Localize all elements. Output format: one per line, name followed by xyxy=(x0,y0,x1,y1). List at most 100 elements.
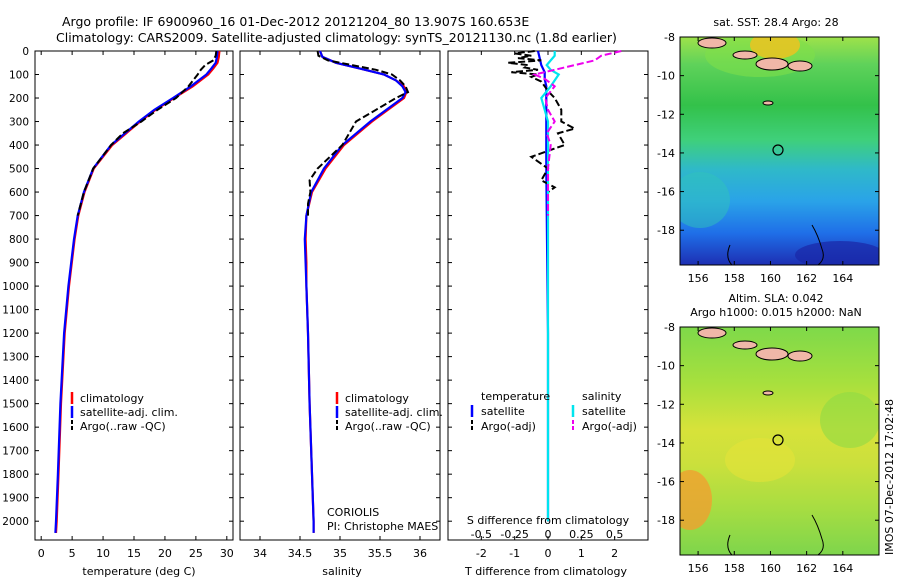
sdiff-tick-label: 0.5 xyxy=(606,528,624,541)
map-x-tick-label: 160 xyxy=(760,562,781,575)
map-x-tick-label: 158 xyxy=(724,272,745,285)
map-x-tick-label: 164 xyxy=(832,272,853,285)
x-tick-label: 5 xyxy=(69,547,76,560)
depth-tick-label: 800 xyxy=(9,234,29,246)
title-line-1: Argo profile: IF 6900960_16 01-Dec-2012 … xyxy=(62,14,529,29)
map-y-tick-label: -14 xyxy=(657,437,675,450)
map-y-tick-label: -8 xyxy=(664,31,675,44)
map-x-tick-label: 156 xyxy=(688,562,709,575)
depth-tick-label: 1100 xyxy=(2,305,29,317)
sdiff-tick-label: -0.25 xyxy=(500,528,528,541)
legend-satellite-adj: satellite-adj. clim. xyxy=(80,406,178,419)
sla-map-title-2: Argo h1000: 0.015 h2000: NaN xyxy=(690,306,862,319)
x-tick-label: 34.5 xyxy=(288,547,313,560)
x-tick-label: 36 xyxy=(413,547,427,560)
map-y-tick-label: -10 xyxy=(657,70,675,83)
legend-argo: Argo(..raw -QC) xyxy=(80,420,166,433)
x-tick-label: -1 xyxy=(509,547,520,560)
legend-climatology: climatology xyxy=(80,392,144,405)
series-line-argo-raw-qc- xyxy=(307,50,410,216)
depth-tick-label: 1300 xyxy=(2,352,29,364)
x-tick-label: -2 xyxy=(476,547,487,560)
depth-tick-label: 0 xyxy=(22,46,29,58)
series-line-temperature-satellite xyxy=(536,50,550,522)
profile-lines xyxy=(54,50,622,533)
legend-salinity-title: salinity xyxy=(582,390,622,403)
map-y-tick-label: -8 xyxy=(664,321,675,334)
legend-sal-argo: Argo(-adj) xyxy=(582,420,637,433)
depth-tick-label: 1400 xyxy=(2,375,29,387)
legend-temp-satellite: satellite xyxy=(481,405,525,418)
depth-tick-label: 400 xyxy=(9,140,29,152)
x-tick-label: 1 xyxy=(578,547,585,560)
x-tick-label: 10 xyxy=(96,547,110,560)
depth-tick-label: 1500 xyxy=(2,399,29,411)
tdiff-xlabel: T difference from climatology xyxy=(464,565,627,578)
title-line-2: Climatology: CARS2009. Satellite-adjuste… xyxy=(56,30,617,45)
depth-tick-label: 200 xyxy=(9,93,29,105)
depth-tick-label: 900 xyxy=(9,258,29,270)
sla-map xyxy=(680,327,879,555)
legend-argo: Argo(..raw -QC) xyxy=(345,420,431,433)
map-frame xyxy=(679,326,880,556)
map-y-tick-label: -14 xyxy=(657,147,675,160)
depth-tick-label: 300 xyxy=(9,117,29,129)
x-tick-label: 20 xyxy=(158,547,172,560)
depth-tick-label: 500 xyxy=(9,164,29,176)
axis-ticks: 0100200300400500600700800900100011001200… xyxy=(2,46,648,560)
sla-map-axes: 156 158 160 162 164 -8 -10 -12 -14 -16 -18 xyxy=(657,321,880,575)
series-line-satellite-adj-clim- xyxy=(54,50,219,533)
x-tick-label: 0 xyxy=(545,547,552,560)
map-y-tick-label: -16 xyxy=(657,186,675,199)
sst-map-axes: 156 158 160 162 164 -8 -10 -12 -14 -16 -18 xyxy=(657,31,880,285)
depth-tick-label: 100 xyxy=(9,70,29,82)
map-x-tick-label: 164 xyxy=(832,562,853,575)
depth-tick-label: 700 xyxy=(9,211,29,223)
map-y-tick-label: -12 xyxy=(657,108,675,121)
x-tick-label: 0 xyxy=(38,547,45,560)
sst-map-title: sat. SST: 28.4 Argo: 28 xyxy=(713,16,838,29)
series-line-satellite-adj-clim- xyxy=(303,50,407,533)
sst-map xyxy=(680,37,879,265)
sdiff-tick-label: 0 xyxy=(545,528,552,541)
depth-tick-label: 2000 xyxy=(2,516,29,528)
depth-tick-label: 1700 xyxy=(2,446,29,458)
sdiff-tick-label: 0.25 xyxy=(569,528,594,541)
temperature-xlabel: temperature (deg C) xyxy=(82,565,195,578)
legend-temperature-title: temperature xyxy=(481,390,550,403)
sdiff-axis-label: S difference from climatology xyxy=(467,514,630,527)
argo-location-marker xyxy=(772,144,784,156)
legend-climatology: climatology xyxy=(345,392,409,405)
depth-tick-label: 600 xyxy=(9,187,29,199)
coriolis-label: CORIOLIS xyxy=(327,506,379,519)
imos-timestamp: IMOS 07-Dec-2012 17:02:48 xyxy=(883,399,896,555)
temperature-legend: climatology satellite-adj. clim. Argo(..… xyxy=(70,392,178,433)
depth-tick-label: 1900 xyxy=(2,493,29,505)
legend-sal-satellite: satellite xyxy=(582,405,626,418)
salinity-xlabel: salinity xyxy=(322,565,362,578)
depth-tick-label: 1600 xyxy=(2,422,29,434)
x-tick-label: 15 xyxy=(127,547,141,560)
map-y-tick-label: -12 xyxy=(657,398,675,411)
map-x-tick-label: 160 xyxy=(760,272,781,285)
map-x-tick-label: 158 xyxy=(724,562,745,575)
x-tick-label: 35.5 xyxy=(368,547,393,560)
map-frame xyxy=(679,36,880,266)
x-tick-label: 35 xyxy=(333,547,347,560)
difference-legend: temperature satellite Argo(-adj) salinit… xyxy=(470,390,637,433)
series-line-argo-raw-qc- xyxy=(76,50,218,216)
salinity-legend: climatology satellite-adj. clim. Argo(..… xyxy=(335,392,443,433)
map-y-tick-label: -18 xyxy=(657,224,675,237)
series-line-salinity-argo-adj- xyxy=(531,50,622,216)
panel-frame xyxy=(239,50,441,541)
x-tick-label: 25 xyxy=(189,547,203,560)
x-tick-label: 30 xyxy=(220,547,234,560)
series-line-salinity-satellite xyxy=(540,51,561,522)
argo-location-marker xyxy=(772,434,784,446)
panel-frames xyxy=(34,50,649,541)
legend-satellite-adj: satellite-adj. clim. xyxy=(345,406,443,419)
map-y-tick-label: -16 xyxy=(657,476,675,489)
x-tick-label: 34 xyxy=(253,547,267,560)
legend-temp-argo: Argo(-adj) xyxy=(481,420,536,433)
